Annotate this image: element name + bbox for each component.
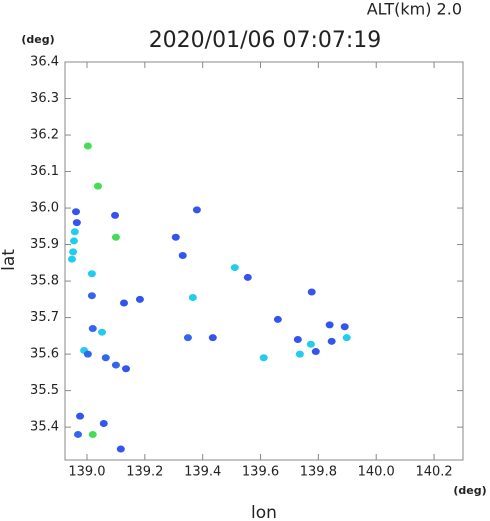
y-tick-label: 35.8 xyxy=(30,274,59,289)
echo-point xyxy=(69,248,78,256)
x-tick-label: 139.0 xyxy=(68,465,105,480)
y-tick-label: 36.2 xyxy=(30,128,59,143)
x-tick-label: 139.6 xyxy=(242,465,279,480)
echo-point xyxy=(192,206,201,214)
y-tick-label: 35.5 xyxy=(30,383,59,398)
echo-point xyxy=(208,334,217,342)
echo-point xyxy=(259,354,268,362)
x-tick-label: 139.8 xyxy=(300,465,337,480)
echo-point xyxy=(67,255,76,263)
echo-point xyxy=(83,142,92,150)
echo-point xyxy=(342,334,351,342)
echo-point xyxy=(98,328,107,336)
echo-point xyxy=(325,321,334,329)
echo-point xyxy=(340,323,349,331)
x-tick-label: 139.2 xyxy=(126,465,163,480)
echo-point xyxy=(293,336,302,344)
x-axis-label: lon xyxy=(251,503,277,521)
y-tick-label: 35.9 xyxy=(30,237,59,252)
echo-point xyxy=(178,252,187,260)
echo-point xyxy=(120,299,129,307)
echo-point xyxy=(230,264,239,272)
echo-point xyxy=(72,219,81,227)
echo-point xyxy=(99,419,108,427)
y-tick-label: 36.4 xyxy=(30,55,59,70)
x-tick-label: 140.0 xyxy=(358,465,395,480)
x-tick-label: 139.4 xyxy=(184,465,221,480)
echo-point xyxy=(295,350,304,358)
echo-point xyxy=(171,233,180,241)
echo-point xyxy=(135,295,144,303)
echo-point xyxy=(111,361,120,369)
y-tick-label: 35.6 xyxy=(30,347,59,362)
echo-point xyxy=(83,350,92,358)
y-unit: (deg) xyxy=(21,33,54,46)
echo-point xyxy=(327,337,336,345)
echo-point xyxy=(74,430,83,438)
chart-title: 2020/01/06 07:07:19 xyxy=(149,28,382,53)
echo-point xyxy=(93,182,102,190)
echo-point xyxy=(122,365,131,373)
y-tick-label: 35.7 xyxy=(30,310,59,325)
x-tick-label: 140.2 xyxy=(415,465,452,480)
plot-frame xyxy=(64,61,464,461)
echo-point xyxy=(69,237,78,245)
echo-point xyxy=(88,430,97,438)
echo-point xyxy=(116,445,125,453)
y-tick-label: 36.3 xyxy=(30,91,59,106)
echo-point xyxy=(71,208,80,216)
y-axis-label: lat xyxy=(0,249,19,271)
echo-point xyxy=(188,294,197,302)
echo-point xyxy=(76,412,85,420)
echo-point xyxy=(111,211,120,219)
y-tick-label: 35.4 xyxy=(30,420,59,435)
echo-point xyxy=(70,228,79,236)
echo-point xyxy=(101,354,110,362)
echo-point xyxy=(183,334,192,342)
echo-point xyxy=(87,270,96,278)
echo-point xyxy=(306,340,315,348)
echo-point xyxy=(273,315,282,323)
x-unit: (deg) xyxy=(453,484,486,497)
echo-point xyxy=(88,325,97,333)
y-tick-label: 36.0 xyxy=(30,201,59,216)
echo-point xyxy=(87,292,96,300)
echo-point xyxy=(311,348,320,356)
y-tick-label: 36.1 xyxy=(30,164,59,179)
echo-point xyxy=(111,233,120,241)
echo-point xyxy=(243,273,252,281)
altitude-label: ALT(km) 2.0 xyxy=(367,0,462,19)
echo-point xyxy=(307,288,316,296)
